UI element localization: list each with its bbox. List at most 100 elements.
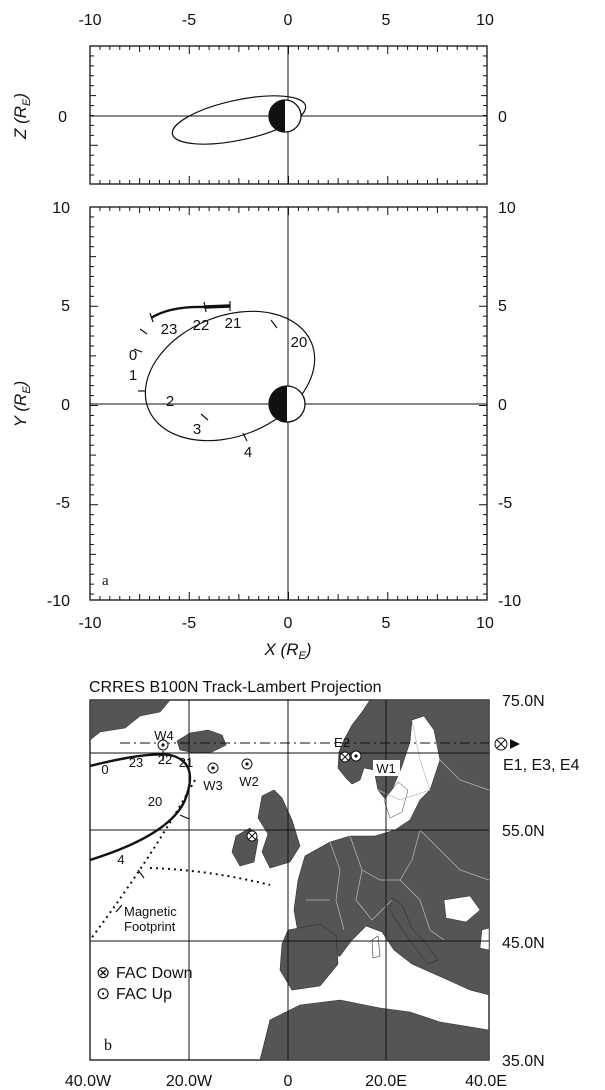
cross-stroke	[248, 832, 256, 840]
x-tick-top: -10	[78, 12, 101, 29]
z-axis-label: Z (RE)	[11, 93, 33, 140]
y-tick-right: 10	[498, 200, 516, 217]
border-line	[329, 841, 345, 931]
w1-label-bg	[373, 760, 400, 776]
x-tick-bottom: -10	[78, 615, 101, 632]
legend-up-symbol: ⊙	[96, 984, 110, 1003]
hour-label: 20	[291, 334, 308, 351]
hour-tick	[149, 312, 154, 323]
station-label-w1: W1	[376, 761, 396, 776]
map-title: CRRES B100N Track-Lambert Projection	[89, 679, 382, 696]
station-dots	[161, 743, 358, 770]
x-tick-top: 10	[476, 12, 494, 29]
z-tick-right: 0	[498, 109, 507, 126]
xz-minor-ticks	[89, 45, 488, 184]
y-tick-right: 0	[498, 397, 507, 414]
hour-label: 0	[129, 347, 137, 364]
border-line	[411, 719, 431, 791]
y-axis-label: Y (RE)	[11, 381, 33, 428]
z-tick-left: 0	[58, 109, 67, 126]
country-borders	[306, 719, 489, 941]
map-labels: W4 W3 W2 W1 E2 0 23 22 21 20 4 Magnetic …	[96, 728, 400, 1054]
italy	[389, 897, 439, 965]
cross-stroke	[341, 753, 349, 761]
station-dot	[354, 754, 358, 758]
baltic-sea	[383, 781, 409, 819]
lon-label: 20.0E	[365, 1073, 407, 1090]
lon-label: 0	[284, 1073, 293, 1090]
greenland	[90, 700, 171, 741]
xy-panel: 23 22 21 20 0 1 2 3 4 10 5 0 -5 -10 10 5…	[11, 200, 521, 662]
station-dot	[211, 766, 215, 770]
track-hour-ticks	[115, 751, 190, 913]
y-tick-left: 10	[52, 200, 70, 217]
x-tick-top: 0	[284, 12, 293, 29]
border-line	[355, 869, 393, 921]
x-tick-bottom: -5	[182, 615, 196, 632]
xy-orbit-segment-23-22	[150, 305, 206, 320]
track-label: 23	[129, 755, 143, 770]
track-label: 22	[158, 752, 172, 767]
track-tick	[179, 814, 190, 820]
map-panel: CRRES B100N Track-Lambert Projection	[65, 679, 580, 1090]
map-longitude-labels: 40.0W 20.0W 0 20.0E 40.0E	[65, 1073, 507, 1090]
border-line	[377, 789, 431, 801]
lat-label: 45.0N	[502, 935, 545, 952]
hour-tick	[139, 328, 148, 335]
xy-minor-ticks	[89, 206, 488, 600]
legend-up-label: FAC Up	[116, 986, 172, 1003]
border-line	[349, 829, 421, 881]
east-station-group-label: E1, E3, E4	[503, 757, 580, 774]
y-tick-right: -5	[498, 495, 512, 512]
map-landmasses	[90, 700, 489, 1060]
x-tick-bottom: 0	[284, 615, 293, 632]
station-dot	[245, 762, 249, 766]
down-crosses	[248, 753, 349, 840]
legend-down-symbol: ⊗	[96, 963, 110, 982]
hour-label: 22	[193, 317, 210, 334]
caspian-sea	[479, 927, 489, 951]
y-tick-left: -10	[47, 593, 70, 610]
footprint-label: Magnetic	[124, 904, 177, 919]
y-tick-left: 0	[61, 397, 70, 414]
track-tick	[115, 904, 123, 913]
y-ticks-left: 10 5 0 -5 -10	[47, 200, 70, 610]
xz-orbit	[171, 95, 307, 145]
y-ticks-right: 10 5 0 -5 -10	[498, 200, 521, 610]
hour-tick	[133, 348, 143, 353]
lat-label: 35.0N	[502, 1053, 545, 1070]
xy-orbit-segment-22-21	[204, 304, 231, 309]
x-tick-top: -5	[182, 12, 196, 29]
black-sea	[443, 895, 481, 923]
x-axis-label: X (RE)	[263, 640, 311, 662]
hour-label: 23	[161, 321, 178, 338]
footprint-label: Footprint	[124, 919, 176, 934]
y-tick-left: 5	[61, 298, 70, 315]
hour-label: 1	[129, 367, 137, 384]
station-label-w3: W3	[203, 778, 223, 793]
panel-b-label: b	[104, 1037, 112, 1054]
hour-label: 4	[244, 444, 252, 461]
panel-a-label: a	[102, 573, 109, 589]
map-legend: ⊗ FAC Down ⊙ FAC Up	[96, 963, 192, 1003]
east-stations-marker: E1, E3, E4	[494, 737, 580, 774]
europe-mainland	[293, 700, 489, 996]
station-label-e2: E2	[334, 735, 350, 750]
y-tick-right: 5	[498, 298, 507, 315]
station-dot	[161, 743, 165, 747]
great-britain	[257, 789, 301, 869]
track-label: 4	[117, 852, 124, 867]
x-ticks-bottom: -10 -5 0 5 10	[78, 615, 494, 632]
hour-tick	[242, 432, 248, 442]
hour-tick	[200, 413, 209, 421]
x-tick-bottom: 5	[382, 615, 391, 632]
x-tick-top: 5	[382, 12, 391, 29]
station-label-w2: W2	[239, 774, 259, 789]
lon-label: 40.0W	[65, 1073, 112, 1090]
track-label: 20	[148, 794, 162, 809]
xy-orbit-hour-ticks	[133, 301, 278, 442]
y-tick-left: -5	[56, 495, 70, 512]
lat-label: 75.0N	[502, 693, 545, 710]
crres-track	[90, 753, 192, 862]
